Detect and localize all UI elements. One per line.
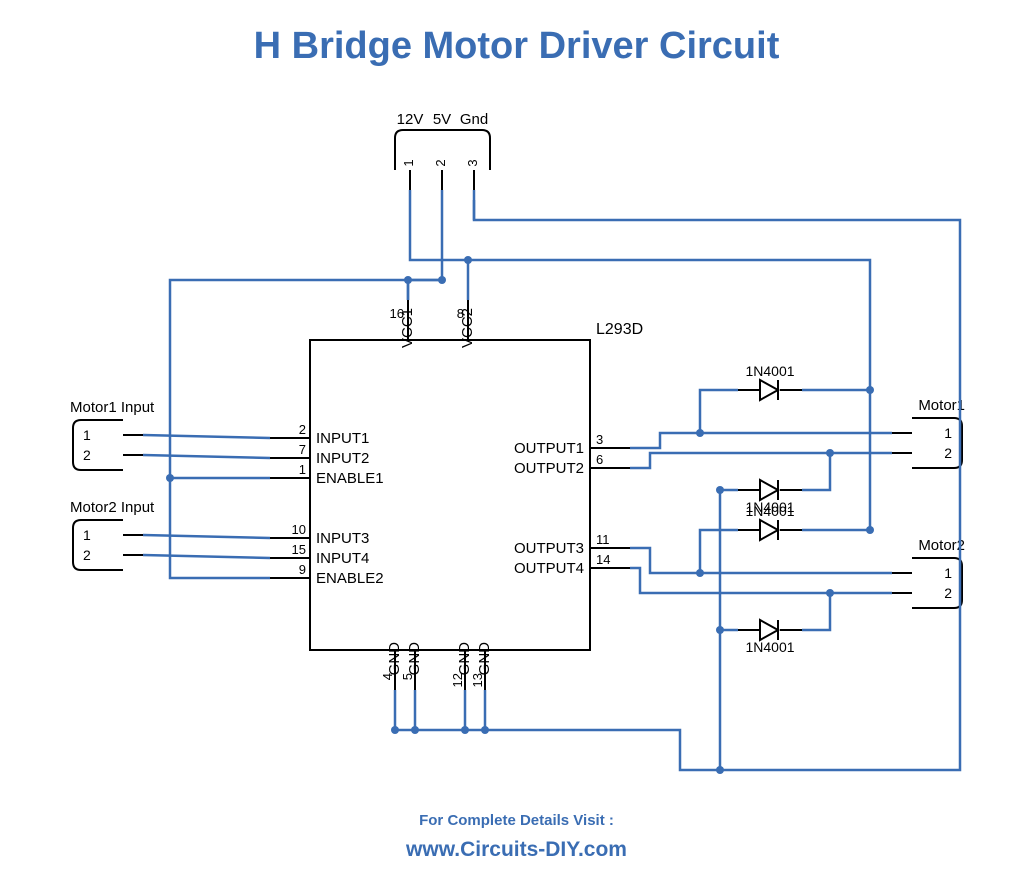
svg-text:Motor2 Input: Motor2 Input — [70, 499, 155, 516]
svg-text:INPUT4: INPUT4 — [316, 550, 369, 567]
svg-text:Motor1 Input: Motor1 Input — [70, 399, 155, 416]
svg-text:1N4001: 1N4001 — [745, 503, 794, 519]
svg-text:GND: GND — [386, 642, 403, 676]
svg-text:INPUT1: INPUT1 — [316, 430, 369, 447]
svg-text:11: 11 — [596, 532, 610, 547]
svg-text:2: 2 — [299, 422, 306, 437]
svg-text:1: 1 — [299, 462, 306, 477]
svg-text:7: 7 — [299, 442, 306, 457]
svg-text:GND: GND — [406, 642, 423, 676]
svg-text:GND: GND — [456, 642, 473, 676]
svg-text:INPUT2: INPUT2 — [316, 450, 369, 467]
svg-text:OUTPUT4: OUTPUT4 — [514, 560, 584, 577]
svg-text:1: 1 — [944, 425, 952, 441]
svg-text:Motor2: Motor2 — [918, 537, 965, 554]
svg-text:ENABLE1: ENABLE1 — [316, 470, 384, 487]
svg-text:ENABLE2: ENABLE2 — [316, 570, 384, 587]
svg-text:Motor1: Motor1 — [918, 397, 965, 414]
svg-text:2: 2 — [83, 447, 91, 463]
schematic-svg: L293D16VCC18VCC24GND5GND12GND13GND2INPUT… — [0, 0, 1033, 881]
svg-text:L293D: L293D — [596, 321, 643, 338]
svg-text:2: 2 — [944, 585, 952, 601]
svg-text:14: 14 — [596, 552, 610, 567]
svg-text:2: 2 — [944, 445, 952, 461]
svg-text:OUTPUT1: OUTPUT1 — [514, 440, 584, 457]
svg-text:1: 1 — [944, 565, 952, 581]
svg-text:10: 10 — [292, 522, 306, 537]
svg-text:5V: 5V — [433, 111, 451, 128]
svg-text:OUTPUT3: OUTPUT3 — [514, 540, 584, 557]
svg-text:OUTPUT2: OUTPUT2 — [514, 460, 584, 477]
svg-text:1: 1 — [401, 159, 416, 166]
svg-text:1: 1 — [83, 527, 91, 543]
svg-text:GND: GND — [476, 642, 493, 676]
svg-text:1N4001: 1N4001 — [745, 639, 794, 655]
svg-text:VCC1: VCC1 — [399, 308, 416, 348]
svg-text:6: 6 — [596, 452, 603, 467]
svg-text:2: 2 — [433, 159, 448, 166]
svg-text:1N4001: 1N4001 — [745, 363, 794, 379]
svg-text:3: 3 — [596, 432, 603, 447]
svg-text:9: 9 — [299, 562, 306, 577]
svg-text:1: 1 — [83, 427, 91, 443]
svg-text:12V: 12V — [397, 111, 424, 128]
svg-text:INPUT3: INPUT3 — [316, 530, 369, 547]
diagram-container: H Bridge Motor Driver Circuit For Comple… — [0, 0, 1033, 881]
svg-text:VCC2: VCC2 — [459, 308, 476, 348]
svg-text:3: 3 — [465, 159, 480, 166]
svg-text:Gnd: Gnd — [460, 111, 488, 128]
svg-text:15: 15 — [292, 542, 306, 557]
svg-text:2: 2 — [83, 547, 91, 563]
